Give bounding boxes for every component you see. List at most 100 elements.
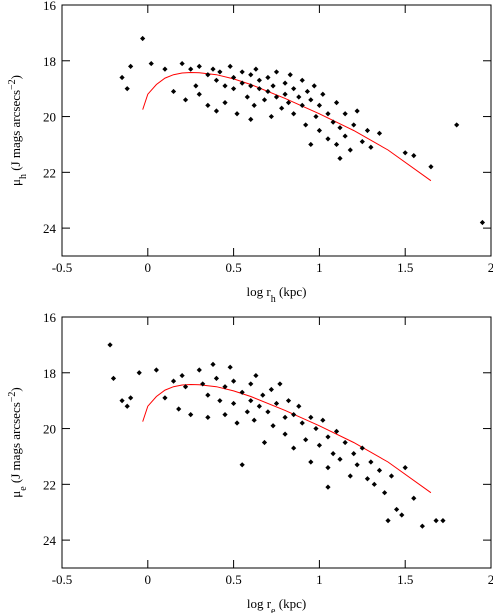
- x-tick-label: 0: [145, 572, 152, 587]
- y-axis-label: μe (J mags arcsecs−2): [7, 387, 29, 498]
- data-point: [308, 459, 314, 465]
- data-point: [110, 375, 117, 381]
- data-point: [256, 86, 262, 92]
- data-point: [303, 122, 309, 128]
- data-point: [320, 417, 326, 423]
- data-point: [270, 83, 276, 89]
- y-axis-label-part: μ: [8, 491, 23, 498]
- data-point: [162, 395, 168, 401]
- data-point: [368, 144, 374, 150]
- data-point: [287, 72, 293, 78]
- data-point: [205, 72, 211, 78]
- data-point: [440, 517, 446, 524]
- data-point: [231, 86, 237, 92]
- data-point: [205, 414, 211, 420]
- data-point: [364, 127, 371, 134]
- data-point: [239, 389, 245, 395]
- data-point: [285, 398, 292, 404]
- y-tick-label: 22: [43, 165, 56, 180]
- data-point: [222, 412, 228, 418]
- data-point: [296, 403, 302, 409]
- data-point: [231, 400, 237, 407]
- data-point: [273, 94, 280, 100]
- data-point: [265, 74, 271, 81]
- y-axis-label-part: μ: [8, 179, 23, 186]
- data-point: [253, 372, 259, 379]
- data-point: [282, 414, 288, 420]
- data-point: [359, 139, 365, 145]
- data-point: [342, 111, 348, 117]
- data-point: [251, 417, 257, 423]
- data-point: [296, 94, 302, 100]
- data-point: [402, 150, 408, 156]
- data-point: [273, 69, 280, 75]
- data-point: [265, 88, 271, 95]
- x-tick-label: 1.5: [397, 572, 413, 587]
- data-point: [253, 66, 259, 72]
- data-point: [333, 100, 340, 106]
- y-axis-label-part: −2: [7, 392, 18, 403]
- data-point: [291, 412, 297, 418]
- data-point: [411, 495, 417, 501]
- data-point: [351, 122, 357, 128]
- x-axis-label-part: (kpc): [276, 284, 307, 299]
- data-point: [239, 80, 245, 86]
- x-axis-label-part: h: [271, 294, 276, 305]
- data-point: [256, 403, 262, 409]
- data-point: [342, 133, 348, 139]
- y-axis-label-part: (J mags arcsecs: [8, 402, 23, 486]
- data-point: [205, 392, 211, 398]
- x-tick-label: 0.5: [225, 572, 241, 587]
- data-point: [124, 86, 130, 92]
- y-tick-label: 22: [43, 477, 56, 492]
- data-point: [399, 512, 405, 518]
- data-point: [325, 434, 331, 440]
- data-point: [382, 490, 388, 496]
- data-point: [277, 381, 283, 387]
- data-point: [320, 91, 326, 97]
- data-point: [210, 66, 216, 72]
- y-axis-label-part: ): [8, 75, 23, 79]
- data-point: [234, 420, 240, 426]
- data-point: [325, 111, 331, 117]
- data-point: [213, 108, 220, 114]
- data-point: [231, 378, 237, 384]
- data-point: [337, 125, 343, 131]
- y-axis-label-part: ): [8, 387, 23, 391]
- data-point: [162, 66, 168, 72]
- data-point: [313, 425, 319, 432]
- data-point: [351, 451, 357, 457]
- data-point: [153, 367, 159, 373]
- data-point: [205, 102, 211, 108]
- data-point: [454, 122, 460, 128]
- data-point: [333, 141, 340, 148]
- x-tick-label: -0.5: [52, 572, 73, 587]
- data-point: [248, 398, 254, 404]
- data-point: [222, 384, 228, 390]
- x-tick-label: 1: [316, 260, 323, 275]
- data-point: [337, 155, 343, 161]
- data-point: [411, 153, 417, 159]
- y-tick-label: 18: [43, 366, 56, 381]
- x-tick-label: 2: [488, 260, 493, 275]
- data-point: [371, 481, 377, 487]
- x-axis-label: log re (kpc): [247, 596, 306, 613]
- x-tick-label: 0: [145, 260, 152, 275]
- data-point: [308, 97, 314, 103]
- data-point: [402, 465, 408, 471]
- data-point: [311, 83, 317, 89]
- data-point: [217, 398, 223, 404]
- data-point: [128, 63, 134, 69]
- data-point: [333, 428, 340, 434]
- data-point: [479, 219, 486, 226]
- fit-curve: [142, 71, 432, 182]
- y-tick-label: 16: [43, 310, 57, 325]
- data-point: [330, 119, 336, 125]
- data-point: [128, 395, 134, 401]
- data-point: [299, 102, 305, 108]
- data-point: [291, 445, 297, 451]
- data-point: [299, 420, 305, 426]
- data-point: [179, 60, 185, 67]
- data-point: [270, 423, 276, 429]
